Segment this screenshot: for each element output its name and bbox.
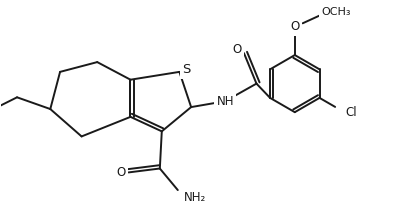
Text: S: S xyxy=(182,63,191,76)
Text: NH: NH xyxy=(216,95,234,108)
Text: NH₂: NH₂ xyxy=(184,191,206,204)
Text: O: O xyxy=(290,20,299,33)
Text: Cl: Cl xyxy=(346,106,357,119)
Text: OCH₃: OCH₃ xyxy=(321,7,351,17)
Text: O: O xyxy=(117,166,126,179)
Text: O: O xyxy=(232,44,242,56)
